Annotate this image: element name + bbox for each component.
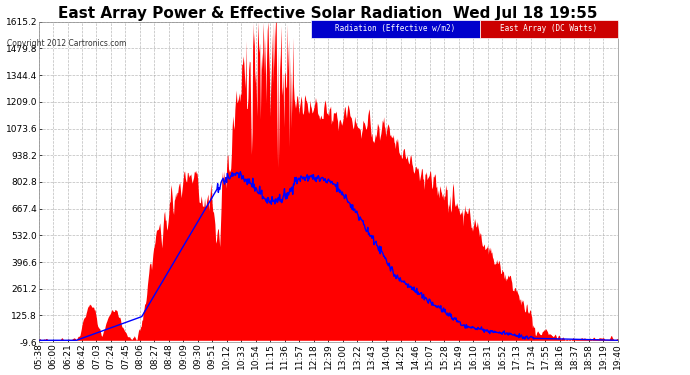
Text: Radiation (Effective w/m2): Radiation (Effective w/m2) xyxy=(335,24,455,33)
Title: East Array Power & Effective Solar Radiation  Wed Jul 18 19:55: East Array Power & Effective Solar Radia… xyxy=(59,6,598,21)
Text: Copyright 2012 Cartronics.com: Copyright 2012 Cartronics.com xyxy=(7,39,126,48)
Text: East Array (DC Watts): East Array (DC Watts) xyxy=(500,24,598,33)
